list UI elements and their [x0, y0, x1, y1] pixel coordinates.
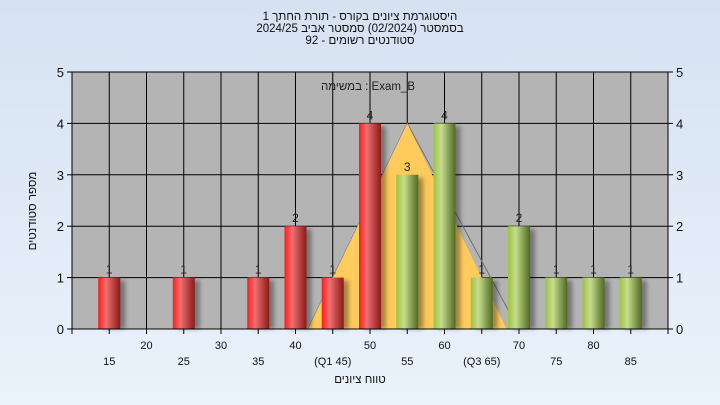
x-tick-label: 55	[401, 356, 413, 368]
x-tick-label: 30	[215, 340, 227, 352]
x-tick-label: 80	[587, 340, 599, 352]
bar	[172, 277, 195, 329]
bar-value-label: 1	[329, 263, 336, 277]
bar-value-label: 1	[627, 263, 634, 277]
y-axis-title: מספר סטודנטים	[27, 171, 39, 251]
bar	[247, 277, 270, 329]
y-tick-label-left: 5	[57, 65, 64, 80]
y-tick-label-left: 3	[57, 168, 64, 183]
bar-value-label: 1	[590, 263, 597, 277]
x-tick-label: (Q1 45)	[314, 356, 351, 368]
bar-value-label: 1	[553, 263, 560, 277]
bar-value-label: 1	[478, 263, 485, 277]
y-tick-label-right: 4	[676, 116, 683, 131]
y-tick-label-left: 2	[57, 219, 64, 234]
chart-title: היסטוגרמת ציונים בקורס - תורת החתך 1 בסמ…	[0, 11, 720, 47]
x-tick-label: 60	[438, 340, 450, 352]
x-tick-label: 75	[550, 356, 562, 368]
bar	[508, 226, 530, 329]
x-tick-label: 40	[289, 340, 301, 352]
bar-value-label: 4	[367, 108, 374, 122]
bar	[396, 174, 419, 329]
y-tick-label-right: 0	[676, 322, 683, 337]
bar	[545, 277, 568, 329]
x-tick-label: (Q3 65)	[463, 356, 500, 368]
y-tick-label-right: 3	[676, 168, 683, 183]
bar-value-label: 1	[106, 263, 113, 277]
bar-value-label: 4	[441, 108, 448, 122]
bar	[433, 123, 456, 330]
x-tick-label: 50	[364, 340, 376, 352]
bar	[582, 277, 605, 329]
y-tick-label-left: 0	[57, 322, 64, 337]
bar	[98, 277, 121, 329]
bar	[321, 277, 344, 329]
x-tick-label: 25	[178, 356, 190, 368]
bar-value-label: 3	[404, 160, 411, 174]
y-tick-label-right: 5	[676, 65, 683, 80]
bar	[359, 123, 381, 330]
x-tick-label: 70	[513, 340, 525, 352]
bar-value-label: 1	[180, 263, 187, 277]
bar	[284, 226, 307, 329]
y-tick-label-right: 2	[676, 219, 683, 234]
exam-annotation: במשימה : Exam_B	[321, 81, 415, 93]
x-tick-label: 15	[103, 356, 115, 368]
bar	[619, 277, 642, 329]
x-tick-label: 35	[252, 356, 264, 368]
bar	[470, 277, 493, 329]
y-tick-label-right: 1	[676, 271, 683, 286]
bar-value-label: 2	[516, 211, 523, 225]
y-tick-label-left: 4	[57, 116, 64, 131]
x-axis-title: טווח ציונים	[334, 374, 386, 386]
bar-value-label: 1	[255, 263, 262, 277]
title-line-1: היסטוגרמת ציונים בקורס - תורת החתך 1	[262, 11, 458, 23]
x-tick-label: 85	[625, 356, 637, 368]
bar-value-label: 2	[292, 211, 299, 225]
x-tick-label: 20	[140, 340, 152, 352]
y-tick-label-left: 1	[57, 271, 64, 286]
title-line-2: בסמסטר (02/2024) סמסטר אביב 2024/25	[256, 23, 464, 35]
title-line-3: סטודנטים רשומים - 92	[305, 35, 415, 47]
